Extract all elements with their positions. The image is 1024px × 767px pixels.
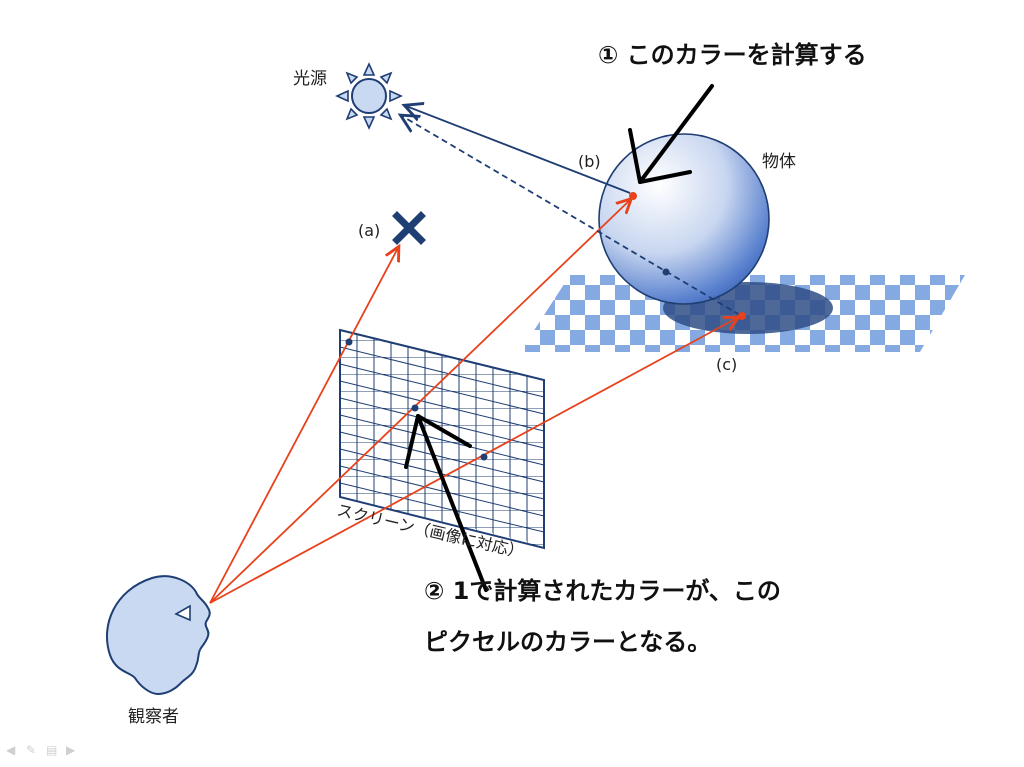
ray-to-a: [209, 248, 398, 604]
sphere-object: [598, 133, 770, 305]
point-a-label: (a): [358, 221, 380, 240]
sun-icon: [335, 62, 403, 130]
menu-icon[interactable]: ▤: [46, 743, 58, 757]
object-label: 物体: [762, 152, 796, 172]
ray-to-c: [209, 318, 737, 604]
point-b-label: (b): [578, 152, 601, 171]
ray-c-to-light-dashed: [402, 116, 741, 316]
miss-x-icon: [392, 211, 426, 245]
next-arrow-icon[interactable]: ▶: [66, 743, 76, 757]
point-c-label: (c): [716, 355, 737, 374]
ray-to-b: [209, 200, 630, 604]
eye-icon: [174, 604, 191, 622]
annotation-arrow-1: [628, 84, 714, 184]
note-step2-line1: ② 1で計算されたカラーが、この: [424, 577, 781, 605]
light-label: 光源: [293, 69, 327, 89]
prev-arrow-icon[interactable]: ◀: [6, 743, 16, 757]
intersection-points: [345, 192, 746, 461]
note-step2-line2: ピクセルのカラーとなる。: [424, 628, 711, 656]
note-step1: ① このカラーを計算する: [598, 41, 867, 69]
view-rays: [209, 200, 737, 604]
pen-icon[interactable]: ✎: [26, 743, 37, 757]
screen-grid: [339, 328, 545, 550]
ray-b-to-light: [406, 106, 631, 194]
slide-nav: ◀ ✎ ▤ ▶: [6, 744, 78, 756]
observer-label: 観察者: [128, 707, 179, 727]
observer-head: [106, 575, 211, 696]
shadow-rays: [402, 106, 741, 316]
annotation-arrow-2: [404, 414, 488, 592]
